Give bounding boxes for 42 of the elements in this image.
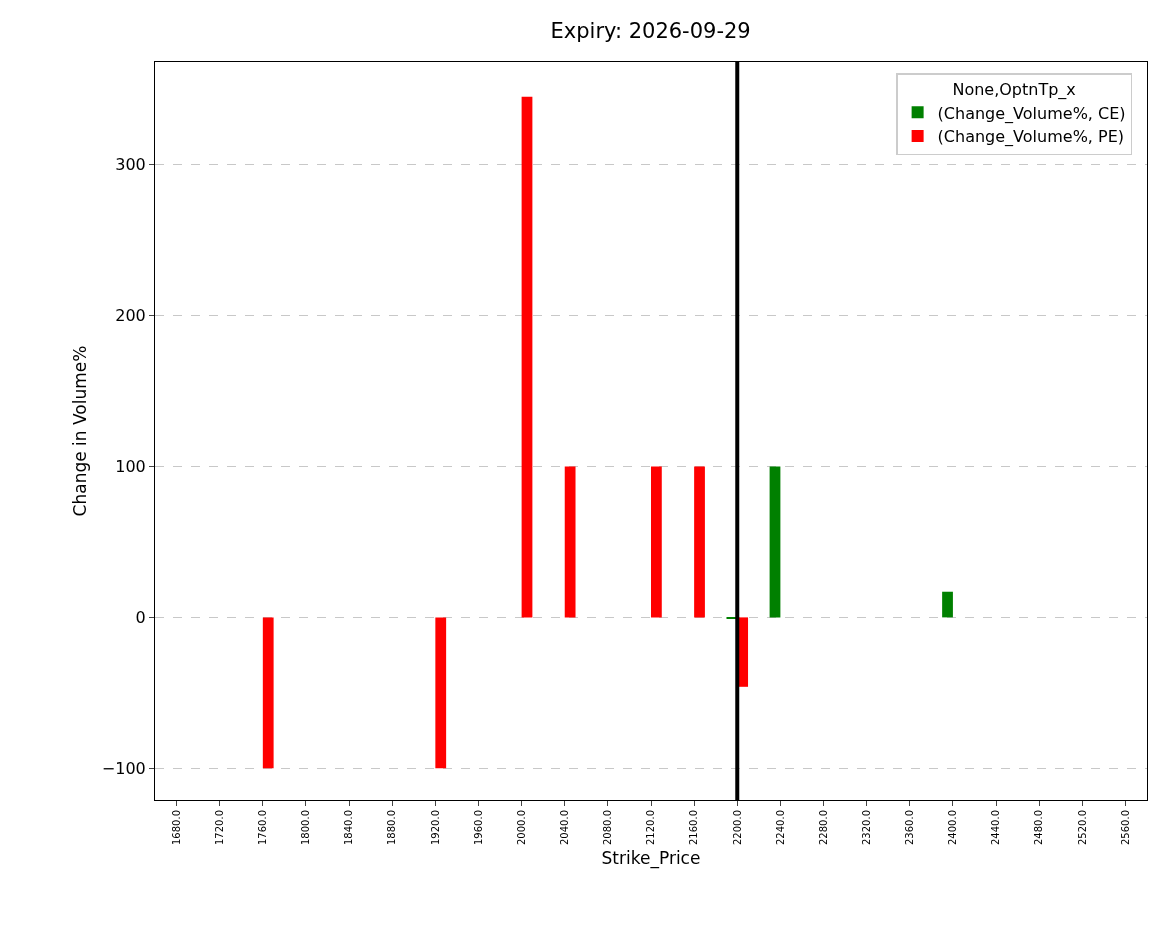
bar xyxy=(651,466,662,618)
x-tick-label: 2000.0 xyxy=(515,810,527,845)
bar xyxy=(564,466,576,618)
legend-title: None,OptnTp_x xyxy=(952,80,1076,101)
x-tick-label: 1720.0 xyxy=(213,810,225,845)
x-tick-label: 2200.0 xyxy=(731,810,743,845)
x-tick-label: 2560.0 xyxy=(1119,810,1131,845)
x-tick-label: 2320.0 xyxy=(860,810,872,845)
x-tick-label: 2080.0 xyxy=(602,810,614,845)
x-tick-label: 1960.0 xyxy=(472,810,484,845)
x-tick-label: 2520.0 xyxy=(1076,810,1088,845)
bar xyxy=(521,96,533,618)
x-tick-label: 1680.0 xyxy=(170,810,182,845)
x-tick-label: 2480.0 xyxy=(1033,810,1045,845)
y-tick-label: 300 xyxy=(115,155,146,175)
x-tick-label: 2400.0 xyxy=(947,810,959,845)
x-tick-label: 1880.0 xyxy=(386,810,398,845)
x-tick-label: 2040.0 xyxy=(558,810,570,845)
y-tick-label: 0 xyxy=(135,607,146,627)
x-tick-label: 2280.0 xyxy=(817,810,829,845)
bar xyxy=(694,466,705,618)
x-axis-title: Strike_Price xyxy=(601,848,701,870)
y-axis-title: Change in Volume% xyxy=(70,345,91,517)
bar xyxy=(262,617,274,769)
x-tick-label: 1800.0 xyxy=(300,810,312,845)
chart-title: Expiry: 2026-09-29 xyxy=(550,19,751,44)
x-tick-label: 1760.0 xyxy=(257,810,269,845)
x-tick-label: 2440.0 xyxy=(990,810,1002,845)
y-tick-label: 200 xyxy=(115,306,146,326)
bar xyxy=(942,591,953,618)
bar xyxy=(435,617,447,769)
x-tick-label: 1840.0 xyxy=(343,810,355,845)
x-tick-label: 2240.0 xyxy=(774,810,786,845)
x-tick-label: 1920.0 xyxy=(429,810,441,845)
y-tick-label: −100 xyxy=(101,758,146,778)
legend-label: (Change_Volume%, PE) xyxy=(937,127,1125,148)
bar xyxy=(769,466,781,618)
x-tick-label: 2360.0 xyxy=(904,810,916,845)
y-tick-label: 100 xyxy=(115,457,146,477)
legend-label: (Change_Volume%, CE) xyxy=(937,103,1126,124)
x-tick-label: 2120.0 xyxy=(645,810,657,845)
x-tick-label: 2160.0 xyxy=(688,810,700,845)
